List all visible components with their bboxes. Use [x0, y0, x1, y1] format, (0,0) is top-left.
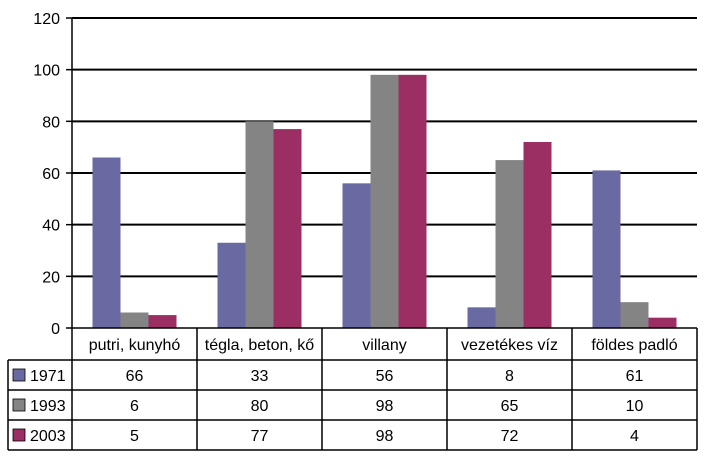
bar-1971-3 [467, 307, 496, 328]
series-name-1971: 1971 [30, 368, 66, 385]
bars [92, 74, 677, 328]
data-label-2003-1: 77 [251, 428, 269, 445]
bar-1971-4 [592, 170, 621, 328]
y-tick-label-0: 0 [51, 321, 60, 338]
y-tick-label-80: 80 [42, 114, 60, 131]
bar-1993-0 [120, 312, 149, 328]
bar-2003-2 [398, 74, 427, 328]
bar-1993-2 [370, 74, 399, 328]
data-label-1971-4: 61 [626, 368, 644, 385]
data-label-1993-4: 10 [626, 398, 644, 415]
bar-1993-4 [620, 302, 649, 328]
y-tick-label-100: 100 [33, 63, 60, 80]
data-label-1993-3: 65 [501, 398, 519, 415]
y-tick-labels: 0 20 40 60 80 100 120 [33, 11, 60, 338]
bar-1971-0 [92, 157, 121, 328]
data-table: putri, kunyhó tégla, beton, kő villany veze… [7, 327, 698, 451]
axes [66, 17, 73, 329]
bar-2003-1 [273, 129, 302, 328]
category-label-0: putri, kunyhó [89, 337, 181, 354]
data-label-2003-2: 98 [376, 428, 394, 445]
data-label-1993-0: 6 [130, 398, 139, 415]
series-name-2003: 2003 [30, 428, 66, 445]
category-label-1: tégla, beton, kő [205, 337, 315, 354]
bar-1993-3 [495, 160, 524, 328]
category-label-4: földes padló [591, 337, 677, 354]
bar-2003-0 [148, 315, 177, 328]
legend-key-1971 [12, 368, 26, 382]
y-tick-label-40: 40 [42, 218, 60, 235]
data-label-1971-3: 8 [505, 368, 514, 385]
bar-1971-2 [342, 183, 371, 328]
bar-2003-4 [648, 317, 677, 328]
legend-key-2003 [12, 428, 26, 442]
data-label-1971-2: 56 [376, 368, 394, 385]
series-name-1993: 1993 [30, 398, 66, 415]
category-label-2: villany [362, 337, 406, 354]
bar-1971-1 [217, 242, 246, 328]
data-label-1993-2: 98 [376, 398, 394, 415]
bar-2003-3 [523, 142, 552, 328]
bar-1993-1 [245, 121, 274, 328]
data-label-2003-4: 4 [630, 428, 639, 445]
y-tick-label-60: 60 [42, 166, 60, 183]
data-label-1971-0: 66 [126, 368, 144, 385]
y-tick-label-20: 20 [42, 269, 60, 286]
data-label-2003-3: 72 [501, 428, 519, 445]
data-label-1971-1: 33 [251, 368, 269, 385]
data-label-2003-0: 5 [130, 428, 139, 445]
y-tick-label-120: 120 [33, 11, 60, 28]
legend-key-1993 [12, 398, 26, 412]
category-label-3: vezetékes víz [461, 337, 558, 354]
data-label-1993-1: 80 [251, 398, 269, 415]
